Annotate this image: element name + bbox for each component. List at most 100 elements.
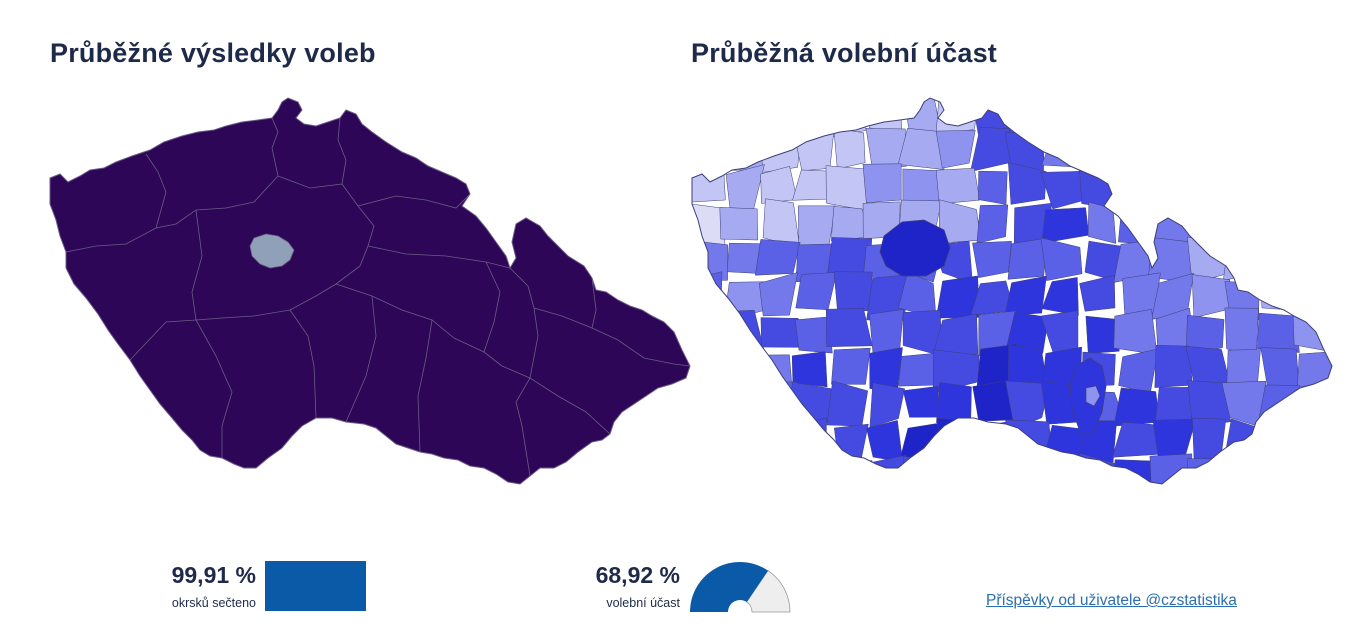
czech-republic-outline[interactable] bbox=[49, 97, 691, 485]
district-cell bbox=[1219, 199, 1260, 243]
district-cell bbox=[789, 417, 827, 465]
counted-label: okrsků sečteno bbox=[171, 596, 256, 610]
district-cell bbox=[833, 127, 866, 170]
district-cell bbox=[719, 207, 759, 241]
district-cell bbox=[976, 204, 1009, 244]
district-cell bbox=[1191, 127, 1226, 175]
district-cell bbox=[1008, 162, 1047, 205]
district-cell bbox=[1079, 274, 1116, 312]
brno-city-district bbox=[1085, 385, 1101, 407]
district-cell bbox=[935, 129, 976, 169]
turnout-map-title: Průběžná volební účast bbox=[691, 38, 997, 68]
district-cell bbox=[720, 389, 764, 429]
district-cell bbox=[1191, 274, 1231, 319]
district-cell bbox=[1040, 310, 1079, 353]
district-cell bbox=[791, 98, 833, 132]
posts-by-czstatistika-link[interactable]: Příspěvky od uživatele @czstatistika bbox=[986, 592, 1237, 609]
district-cell bbox=[1192, 417, 1227, 462]
district-cell bbox=[1152, 127, 1192, 174]
district-cell bbox=[869, 309, 904, 355]
district-cell bbox=[1223, 418, 1262, 464]
district-cell bbox=[1220, 453, 1268, 484]
district-cell bbox=[862, 163, 902, 203]
district-cell bbox=[794, 126, 835, 172]
district-cell bbox=[1256, 163, 1300, 206]
district-cell bbox=[1040, 459, 1087, 484]
district-cell bbox=[1257, 455, 1305, 484]
district-cell bbox=[1005, 380, 1051, 430]
results-map-title: Průběžné výsledky voleb bbox=[50, 38, 376, 68]
district-cell bbox=[759, 424, 795, 464]
district-cell bbox=[1122, 272, 1161, 320]
district-cell bbox=[1041, 137, 1087, 168]
district-cell bbox=[1257, 312, 1300, 353]
district-cell bbox=[1292, 308, 1332, 352]
district-cell bbox=[1122, 133, 1153, 172]
district-cell bbox=[1008, 461, 1052, 484]
district-cell bbox=[755, 381, 798, 422]
district-cell bbox=[1185, 167, 1231, 201]
district-cell bbox=[1004, 312, 1049, 355]
district-cell bbox=[1297, 351, 1332, 388]
district-cell bbox=[797, 205, 836, 246]
district-cell bbox=[758, 126, 802, 173]
district-cell bbox=[825, 165, 869, 212]
district-cell bbox=[1112, 421, 1160, 458]
district-cell bbox=[935, 167, 980, 205]
district-cell bbox=[1256, 241, 1305, 284]
district-cell bbox=[1040, 237, 1083, 281]
counted-stat: 99,91 % okrsků sečteno bbox=[130, 562, 256, 610]
district-cell bbox=[936, 457, 980, 484]
district-cell bbox=[1256, 98, 1296, 138]
district-cell bbox=[1222, 131, 1261, 166]
district-cell bbox=[1113, 308, 1158, 355]
district-cell bbox=[1149, 162, 1197, 207]
turnout-map[interactable] bbox=[688, 96, 1334, 496]
district-cell bbox=[1041, 277, 1079, 316]
district-cell bbox=[754, 98, 802, 139]
district-cell bbox=[932, 313, 979, 355]
counted-progress-bar bbox=[265, 561, 366, 611]
turnout-label: volební účast bbox=[606, 596, 680, 610]
district-cell bbox=[1040, 98, 1085, 139]
district-cell bbox=[898, 352, 939, 387]
district-cell bbox=[717, 419, 762, 466]
district-cell bbox=[1260, 203, 1301, 238]
district-cell bbox=[970, 127, 1011, 172]
district-cell bbox=[865, 128, 907, 171]
district-cell bbox=[795, 272, 837, 311]
district-cell bbox=[754, 239, 801, 276]
district-cell bbox=[1221, 98, 1266, 133]
district-cell bbox=[1295, 98, 1332, 134]
district-cell bbox=[1298, 171, 1332, 211]
district-cell bbox=[717, 455, 763, 484]
district-cell bbox=[692, 423, 726, 463]
district-cell bbox=[978, 170, 1008, 205]
district-cell bbox=[936, 418, 981, 460]
district-cell bbox=[726, 344, 760, 390]
district-cell bbox=[760, 457, 795, 484]
district-cell bbox=[720, 98, 764, 135]
prague-region[interactable] bbox=[249, 233, 295, 269]
district-cell bbox=[758, 272, 798, 317]
district-cell bbox=[792, 456, 833, 484]
district-cell bbox=[935, 98, 980, 136]
district-cell bbox=[692, 453, 729, 484]
district-cell bbox=[1292, 203, 1332, 241]
district-cell bbox=[1296, 239, 1332, 283]
district-cell bbox=[1295, 128, 1332, 171]
district-cell bbox=[1005, 419, 1053, 466]
district-cell bbox=[1154, 98, 1187, 130]
district-cell bbox=[1152, 418, 1197, 457]
district-cell bbox=[903, 455, 937, 484]
turnout-value: 68,92 % bbox=[595, 562, 680, 588]
district-cell bbox=[1041, 207, 1090, 244]
district-cell bbox=[1186, 98, 1231, 128]
turnout-gauge bbox=[690, 562, 791, 613]
district-cell bbox=[826, 380, 869, 427]
district-cell bbox=[794, 316, 833, 354]
district-cell bbox=[825, 308, 873, 348]
results-map[interactable] bbox=[46, 96, 692, 496]
district-cell bbox=[1224, 307, 1259, 357]
district-cell bbox=[692, 132, 730, 175]
